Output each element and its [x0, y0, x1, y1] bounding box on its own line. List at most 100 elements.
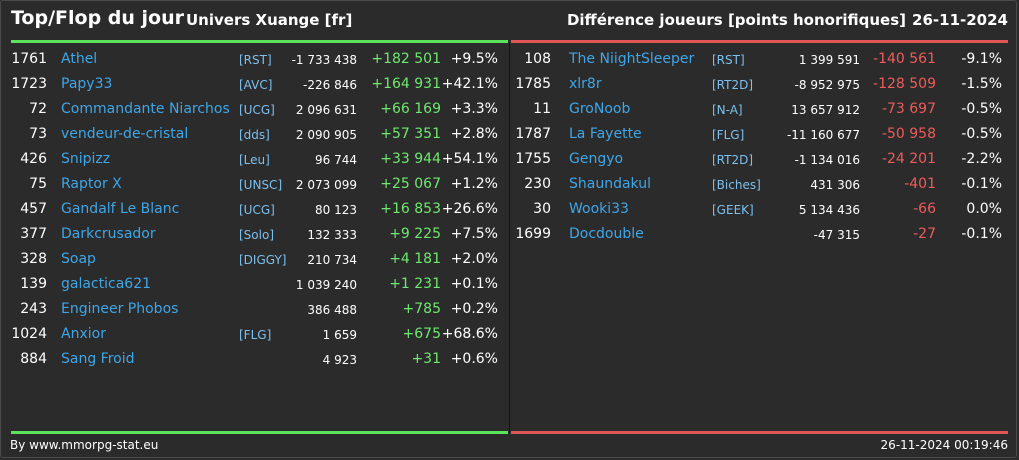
player-rank: 1723 [11, 76, 47, 92]
player-diff: +4 181 [389, 251, 441, 267]
player-total: 4 923 [322, 353, 357, 367]
player-name-link[interactable]: Soap [61, 251, 96, 267]
player-rank: 243 [20, 301, 47, 317]
player-row: 230 Shaundakul [Biches] 431 306 -401 -0.1% [511, 172, 1008, 197]
alliance-tag-link[interactable]: [RST] [712, 53, 745, 67]
player-diff: +16 853 [380, 201, 441, 217]
alliance-tag-link[interactable]: [DIGGY] [239, 253, 287, 267]
player-pct: +0.6% [450, 351, 498, 367]
player-row: 1785 xlr8r [RT2D] -8 952 975 -128 509 -1.5% [511, 72, 1008, 97]
player-pct: -0.5% [961, 101, 1002, 117]
date-label: 26-11-2024 [912, 11, 1008, 29]
player-name-link[interactable]: Papy33 [61, 76, 113, 92]
alliance-tag-link[interactable]: [UCG] [239, 103, 275, 117]
player-row: 243 Engineer Phobos 386 488 +785 +0.2% [11, 297, 508, 322]
player-row: 1699 Docdouble -47 315 -27 -0.1% [511, 222, 1008, 247]
alliance-tag-link[interactable]: [AVC] [239, 78, 273, 92]
flop-list: 108 The NiightSleeper [RST] 1 399 591 -140 5… [511, 47, 1008, 247]
player-diff: +33 944 [380, 151, 441, 167]
player-row: 1723 Papy33 [AVC] -226 846 +164 931 +42.1% [11, 72, 508, 97]
player-rank: 73 [29, 126, 47, 142]
player-row: 1024 Anxior [FLG] 1 659 +675 +68.6% [11, 322, 508, 347]
player-total: 5 134 436 [798, 203, 860, 217]
player-pct: +9.5% [450, 51, 498, 67]
player-pct: +0.2% [450, 301, 498, 317]
player-pct: +54.1% [441, 151, 498, 167]
player-diff: +9 225 [389, 226, 441, 242]
player-row: 72 Commandante Niarchos [UCG] 2 096 631 +66 … [11, 97, 508, 122]
player-total: -1 733 438 [291, 53, 357, 67]
player-total: 386 488 [307, 303, 357, 317]
player-name-link[interactable]: Shaundakul [569, 176, 651, 192]
player-rank: 1024 [11, 326, 47, 342]
player-row: 328 Soap [DIGGY] 210 734 +4 181 +2.0% [11, 247, 508, 272]
alliance-tag-link[interactable]: [UNSC] [239, 178, 283, 192]
alliance-tag-link[interactable]: [Solo] [239, 228, 274, 242]
alliance-tag-link[interactable]: [RT2D] [712, 78, 754, 92]
player-name-link[interactable]: GroNoob [569, 101, 631, 117]
alliance-tag-link[interactable]: [FLG] [239, 328, 272, 342]
player-rank: 1787 [515, 126, 551, 142]
player-total: 2 096 631 [295, 103, 357, 117]
player-name-link[interactable]: Gengyo [569, 151, 624, 167]
player-row: 457 Gandalf Le Blanc [UCG] 80 123 +16 853 +26… [11, 197, 508, 222]
player-name-link[interactable]: Wooki33 [569, 201, 629, 217]
player-name-link[interactable]: Gandalf Le Blanc [61, 201, 180, 217]
player-total: -11 160 677 [786, 128, 860, 142]
player-name-link[interactable]: Snipizz [61, 151, 111, 167]
alliance-tag-link[interactable]: [RT2D] [712, 153, 754, 167]
alliance-tag-link[interactable]: [Leu] [239, 153, 270, 167]
player-name-link[interactable]: Engineer Phobos [61, 301, 179, 317]
page-title: Top/Flop du jour [11, 7, 184, 29]
player-row: 1755 Gengyo [RT2D] -1 134 016 -24 201 -2.2% [511, 147, 1008, 172]
player-name-link[interactable]: The NiightSleeper [569, 51, 695, 67]
player-name-link[interactable]: Athel [61, 51, 98, 67]
player-pct: +68.6% [441, 326, 498, 342]
player-pct: -0.5% [961, 126, 1002, 142]
player-total: -226 846 [303, 78, 357, 92]
alliance-tag-link[interactable]: [dds] [239, 128, 270, 142]
alliance-tag-link[interactable]: [RST] [239, 53, 272, 67]
player-name-link[interactable]: galactica621 [61, 276, 152, 292]
top-list: 1761 Athel [RST] -1 733 438 +182 501 +9.5% 172… [11, 47, 508, 372]
player-pct: +1.2% [450, 176, 498, 192]
player-total: 2 073 099 [295, 178, 357, 192]
player-row: 108 The NiightSleeper [RST] 1 399 591 -140 5… [511, 47, 1008, 72]
player-pct: +26.6% [441, 201, 498, 217]
player-name-link[interactable]: Darkcrusador [61, 226, 156, 242]
player-name-link[interactable]: Anxior [61, 326, 106, 342]
player-name-link[interactable]: Docdouble [569, 226, 644, 242]
player-pct: +2.0% [450, 251, 498, 267]
player-diff: +66 169 [380, 101, 441, 117]
player-diff: +164 931 [371, 76, 441, 92]
player-pct: +2.8% [450, 126, 498, 142]
player-pct: 0.0% [966, 201, 1002, 217]
player-diff: +675 [402, 326, 441, 342]
player-rank: 30 [533, 201, 551, 217]
player-rank: 230 [524, 176, 551, 192]
player-name-link[interactable]: La Fayette [569, 126, 642, 142]
player-row: 377 Darkcrusador [Solo] 132 333 +9 225 +7.5% [11, 222, 508, 247]
player-diff: -401 [904, 176, 936, 192]
player-name-link[interactable]: Sang Froid [61, 351, 135, 367]
alliance-tag-link[interactable]: [Biches] [712, 178, 761, 192]
player-rank: 457 [20, 201, 47, 217]
column-divider [509, 42, 510, 433]
player-name-link[interactable]: Commandante Niarchos [61, 101, 230, 117]
alliance-tag-link[interactable]: [GEEK] [712, 203, 754, 217]
player-name-link[interactable]: Raptor X [61, 176, 122, 192]
alliance-tag-link[interactable]: [N-A] [712, 103, 743, 117]
alliance-tag-link[interactable]: [FLG] [712, 128, 745, 142]
player-row: 426 Snipizz [Leu] 96 744 +33 944 +54.1% [11, 147, 508, 172]
player-diff: -128 509 [873, 76, 936, 92]
player-total: 2 090 905 [295, 128, 357, 142]
source-credit: By www.mmorpg-stat.eu [10, 438, 159, 452]
player-pct: -2.2% [961, 151, 1002, 167]
player-row: 11 GroNoob [N-A] 13 657 912 -73 697 -0.5% [511, 97, 1008, 122]
footer-timestamp: 26-11-2024 00:19:46 [880, 438, 1008, 452]
player-name-link[interactable]: vendeur-de-cristal [61, 126, 189, 142]
player-total: 1 039 240 [295, 278, 357, 292]
player-name-link[interactable]: xlr8r [569, 76, 602, 92]
alliance-tag-link[interactable]: [UCG] [239, 203, 275, 217]
player-row: 30 Wooki33 [GEEK] 5 134 436 -66 0.0% [511, 197, 1008, 222]
